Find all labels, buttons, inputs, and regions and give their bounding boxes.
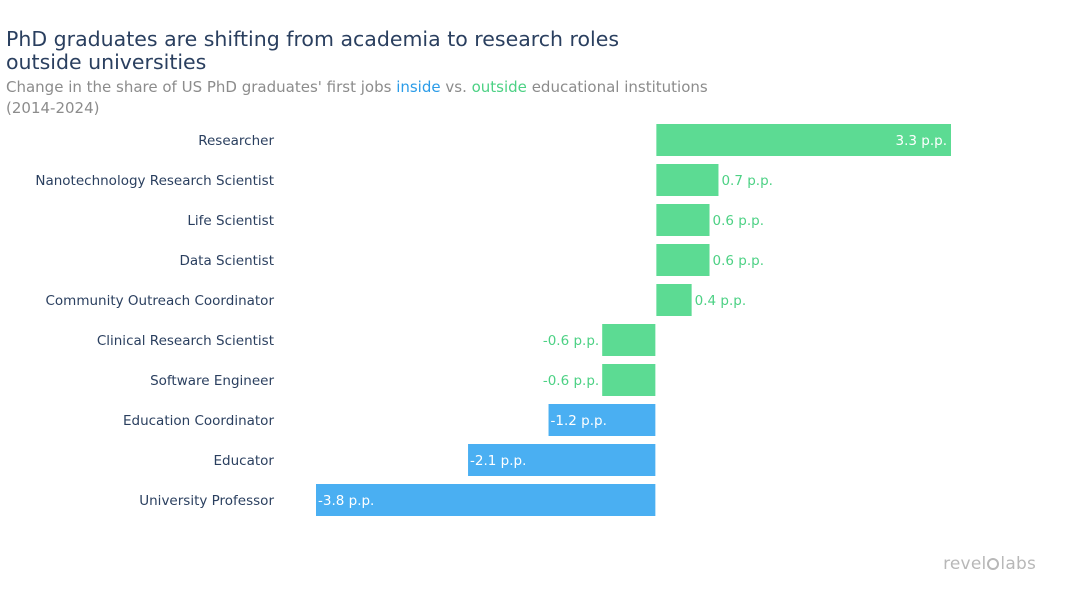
logo-text-left: revel (943, 554, 987, 574)
value-label-educator: -2.1 p.p. (470, 453, 526, 469)
subtitle-middle: vs. (440, 78, 472, 96)
value-label-researcher: 3.3 p.p. (896, 133, 947, 149)
bar-educator[interactable] (468, 444, 656, 476)
value-label-university-professor: -3.8 p.p. (318, 493, 374, 509)
category-label-community-outreach-coordinator: Community Outreach Coordinator (45, 293, 274, 309)
value-label-software-engineer: -0.6 p.p. (543, 373, 599, 389)
category-label-data-scientist: Data Scientist (180, 253, 275, 269)
value-label-community-outreach-coordinator: 0.4 p.p. (695, 293, 746, 309)
subtitle-inside-keyword: inside (396, 78, 441, 96)
category-label-clinical-research-scientist: Clinical Research Scientist (97, 333, 274, 349)
category-label-software-engineer: Software Engineer (150, 373, 274, 389)
bar-researcher[interactable] (655, 124, 951, 156)
bar-university-professor[interactable] (316, 484, 656, 516)
chart-title: PhD graduates are shifting from academia… (6, 27, 620, 74)
subtitle-prefix: Change in the share of US PhD graduates'… (6, 78, 397, 96)
value-label-data-scientist: 0.6 p.p. (713, 253, 764, 269)
value-label-clinical-research-scientist: -0.6 p.p. (543, 333, 599, 349)
bar-life-scientist[interactable] (655, 204, 710, 236)
bar-clinical-research-scientist[interactable] (602, 324, 656, 356)
brand-logo: revel labs (943, 554, 1036, 574)
subtitle-outside-keyword: outside (471, 78, 527, 96)
logo-dot-icon (987, 558, 1000, 570)
category-label-life-scientist: Life Scientist (187, 213, 274, 229)
bar-data-scientist[interactable] (655, 244, 710, 276)
value-label-life-scientist: 0.6 p.p. (713, 213, 764, 229)
value-label-education-coordinator: -1.2 p.p. (551, 413, 607, 429)
bar-community-outreach-coordinator[interactable] (655, 284, 692, 316)
bar-software-engineer[interactable] (602, 364, 656, 396)
category-label-researcher: Researcher (198, 133, 274, 149)
category-label-education-coordinator: Education Coordinator (123, 413, 274, 429)
subtitle-suffix: educational institutions (526, 78, 708, 96)
subtitle-period: (2014-2024) (6, 99, 100, 117)
bar-nanotechnology-research-scientist[interactable] (655, 164, 719, 196)
category-label-nanotechnology-research-scientist: Nanotechnology Research Scientist (35, 173, 274, 189)
category-label-educator: Educator (214, 453, 275, 469)
value-label-nanotechnology-research-scientist: 0.7 p.p. (721, 173, 772, 189)
category-label-university-professor: University Professor (139, 493, 274, 509)
bar-education-coordinator[interactable] (548, 404, 656, 436)
chart-subtitle: Change in the share of US PhD graduates'… (6, 77, 726, 119)
logo-text-right: labs (1000, 554, 1036, 574)
